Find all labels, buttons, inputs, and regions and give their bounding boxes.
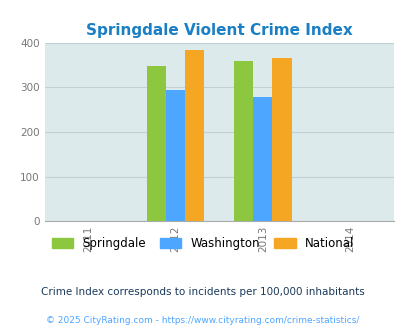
Bar: [234, 61, 253, 221]
Title: Springdale Violent Crime Index: Springdale Violent Crime Index: [85, 22, 352, 38]
Bar: [272, 58, 291, 221]
Legend: Springdale, Washington, National: Springdale, Washington, National: [47, 232, 358, 255]
Bar: [185, 50, 204, 221]
Text: © 2025 CityRating.com - https://www.cityrating.com/crime-statistics/: © 2025 CityRating.com - https://www.city…: [46, 315, 359, 325]
Text: Crime Index corresponds to incidents per 100,000 inhabitants: Crime Index corresponds to incidents per…: [41, 287, 364, 297]
Bar: [253, 97, 272, 221]
Bar: [166, 90, 185, 221]
Bar: [147, 66, 166, 221]
